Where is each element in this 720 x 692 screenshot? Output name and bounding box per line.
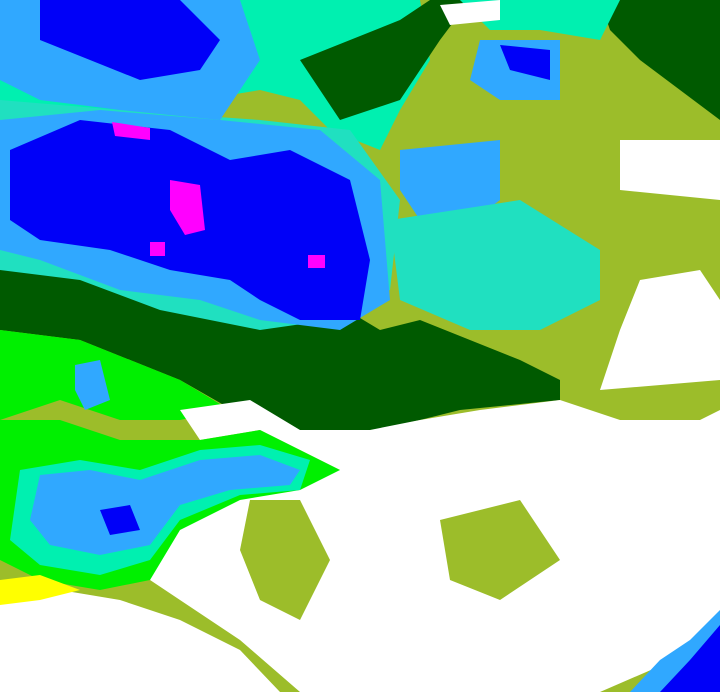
blue-region-top [40,0,220,80]
light-blue-bottom-right [630,610,720,692]
light-blue-lake-small [75,360,110,410]
magenta-patch-2 [112,122,150,140]
white-bottom-left [0,590,280,692]
dark-green-top-right [300,0,470,120]
magenta-patch-3 [150,242,165,256]
yellow-fringe [0,575,80,605]
lake-blue-patch [100,505,140,535]
magenta-patch-1 [170,180,205,235]
dark-green-right [600,0,720,120]
white-patch-right-2 [600,270,720,390]
white-bottom [120,400,720,692]
magenta-patch-4 [308,255,325,268]
olive-bottom-mix-2 [440,500,560,600]
teal-center-right [390,200,600,330]
lake-light-blue [30,455,300,555]
bright-green-mid [0,330,230,420]
white-patch-top [440,0,500,25]
blue-top-right [500,45,550,80]
white-patch-right-1 [620,140,720,200]
olive-bottom-mix [240,500,330,620]
